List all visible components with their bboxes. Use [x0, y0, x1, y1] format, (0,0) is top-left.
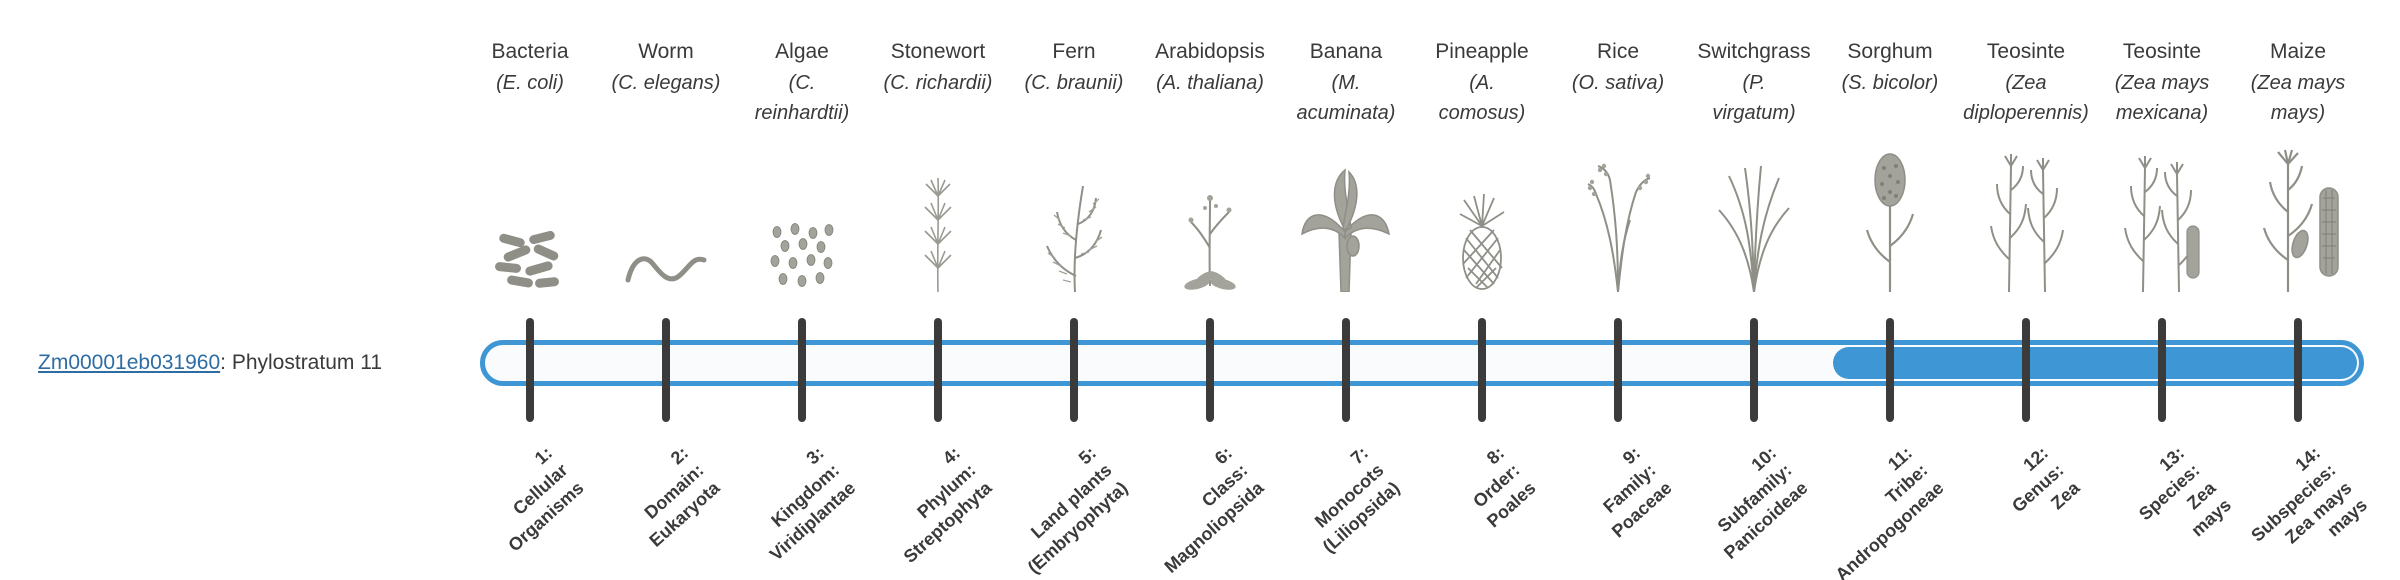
taxon-common-name: Teosinte — [1986, 40, 2066, 63]
stratum-tick — [1478, 318, 1486, 422]
stratum-label-text: 4: Phylum: Streptophyta — [899, 442, 996, 567]
taxon-column-fern: Fern (C. braunii) — [1004, 36, 1144, 292]
taxon-scientific-name: (Zea mays mays) — [2250, 72, 2346, 124]
banana-icon — [1299, 130, 1393, 292]
phylostrata-fill — [1833, 347, 2357, 379]
taxon-scientific-name: (C. richardii) — [883, 72, 993, 94]
taxon-common-name: Stonewort — [890, 40, 986, 63]
taxon-column-arabidopsis: Arabidopsis (A. thaliana) — [1140, 36, 1280, 292]
stratum-label-text: 9: Family: Poaceae — [1599, 442, 1676, 542]
taxon-column-maize: Maize (Zea mays mays) — [2228, 36, 2368, 292]
taxon-common-name: Algae — [775, 40, 829, 63]
phylostrata-track — [480, 340, 2364, 386]
fern-icon — [1031, 130, 1117, 292]
stratum-tick — [798, 318, 806, 422]
taxon-column-worm: Worm (C. elegans) — [596, 36, 736, 292]
stratum-tick — [2022, 318, 2030, 422]
algae-icon — [765, 130, 839, 292]
taxon-column-rice: Rice (O. sativa) — [1548, 36, 1688, 292]
stratum-label-text: 7: Monocots (Liliopsida) — [1311, 442, 1404, 557]
stratum-label-text: 3: Kingdom: Viridiplantae — [765, 442, 860, 565]
taxon-scientific-name: (S. bicolor) — [1841, 72, 1939, 94]
stratum-tick — [2294, 318, 2302, 422]
taxon-scientific-name: (Zea diploperennis) — [1963, 72, 2089, 124]
teosinte-diploperennis-icon — [1981, 130, 2071, 292]
rice-icon — [1580, 130, 1656, 292]
taxon-scientific-name: (M. acuminata) — [1296, 72, 1396, 124]
stratum-tick — [1750, 318, 1758, 422]
stratum-label-text: 8: Order: Poales — [1469, 442, 1540, 532]
stratum-tick — [526, 318, 534, 422]
taxon-common-name: Fern — [1052, 40, 1096, 63]
gene-phylostratum-text: : Phylostratum 11 — [220, 351, 383, 374]
taxon-common-name: Teosinte — [2122, 40, 2202, 63]
taxon-common-name: Switchgrass — [1697, 40, 1811, 63]
stratum-label-text: 13: Species: Zea mays — [2135, 442, 2236, 541]
stratum-label-text: 14: Subspecies: Zea mays mays — [2247, 442, 2372, 548]
taxon-common-name: Banana — [1309, 40, 1383, 63]
taxon-common-name: Sorghum — [1847, 40, 1933, 63]
taxon-common-name: Pineapple — [1435, 40, 1529, 63]
stratum-label-text: 5: Land plants (Embryophyta) — [1023, 442, 1132, 578]
maize-icon — [2252, 130, 2344, 292]
taxon-column-teosinte-mexicana: Teosinte (Zea mays mexicana) — [2092, 36, 2232, 292]
arabidopsis-icon — [1177, 130, 1243, 292]
bacteria-icon — [493, 130, 567, 292]
taxon-column-sorghum: Sorghum (S. bicolor) — [1820, 36, 1960, 292]
stratum-label-text: 1: Cellular Organisms — [504, 442, 588, 556]
taxon-scientific-name: (A. comosus) — [1438, 72, 1526, 124]
stratum-tick — [1886, 318, 1894, 422]
taxon-common-name: Rice — [1596, 40, 1639, 63]
taxon-column-switchgrass: Switchgrass (P. virgatum) — [1684, 36, 1824, 292]
stonewort-icon — [915, 130, 961, 292]
taxon-common-name: Arabidopsis — [1155, 40, 1265, 63]
stratum-label-text: 6: Class: Magnoliopsida — [1160, 442, 1268, 577]
gene-label: Zm00001eb031960: Phylostratum 11 — [38, 351, 382, 375]
stratum-label-text: 11: Tribe: Andropogoneae — [1831, 442, 1948, 580]
taxon-scientific-name: (C. reinhardtii) — [754, 72, 850, 124]
taxon-scientific-name: (A. thaliana) — [1156, 72, 1264, 94]
stratum-label-text: 12: Genus: Zea — [2008, 442, 2084, 517]
worm-icon — [623, 130, 709, 292]
taxon-common-name: Bacteria — [491, 40, 569, 63]
stratum-tick — [934, 318, 942, 422]
teosinte-mexicana-icon — [2117, 130, 2207, 292]
taxon-column-teosinte-diploperennis: Teosinte (Zea diploperennis) — [1956, 36, 2096, 292]
stratum-label-text: 10: Subfamily: Panicoideae — [1713, 442, 1812, 563]
stratum-tick — [1614, 318, 1622, 422]
taxon-scientific-name: (O. sativa) — [1571, 72, 1665, 94]
taxon-scientific-name: (P. virgatum) — [1712, 72, 1796, 124]
stratum-tick — [1342, 318, 1350, 422]
taxon-column-banana: Banana (M. acuminata) — [1276, 36, 1416, 292]
taxon-column-stonewort: Stonewort (C. richardii) — [868, 36, 1008, 292]
taxon-column-pineapple: Pineapple (A. comosus) — [1412, 36, 1552, 292]
gene-id-link[interactable]: Zm00001eb031960 — [38, 351, 221, 374]
taxon-scientific-name: (C. braunii) — [1024, 72, 1124, 94]
taxon-scientific-name: (Zea mays mexicana) — [2114, 72, 2210, 124]
taxon-column-algae: Algae (C. reinhardtii) — [732, 36, 872, 292]
stratum-tick — [2158, 318, 2166, 422]
taxon-column-bacteria: Bacteria (E. coli) — [460, 36, 600, 292]
stratum-tick — [1206, 318, 1214, 422]
switchgrass-icon — [1711, 130, 1797, 292]
stratum-label-text: 2: Domain: Eukaryota — [640, 442, 724, 551]
taxon-common-name: Maize — [2269, 40, 2327, 63]
stratum-tick — [1070, 318, 1078, 422]
sorghum-icon — [1857, 130, 1923, 292]
taxon-scientific-name: (C. elegans) — [611, 72, 721, 94]
taxon-scientific-name: (E. coli) — [496, 72, 564, 94]
pineapple-icon — [1454, 130, 1510, 292]
stratum-tick — [662, 318, 670, 422]
taxon-common-name: Worm — [638, 40, 694, 63]
